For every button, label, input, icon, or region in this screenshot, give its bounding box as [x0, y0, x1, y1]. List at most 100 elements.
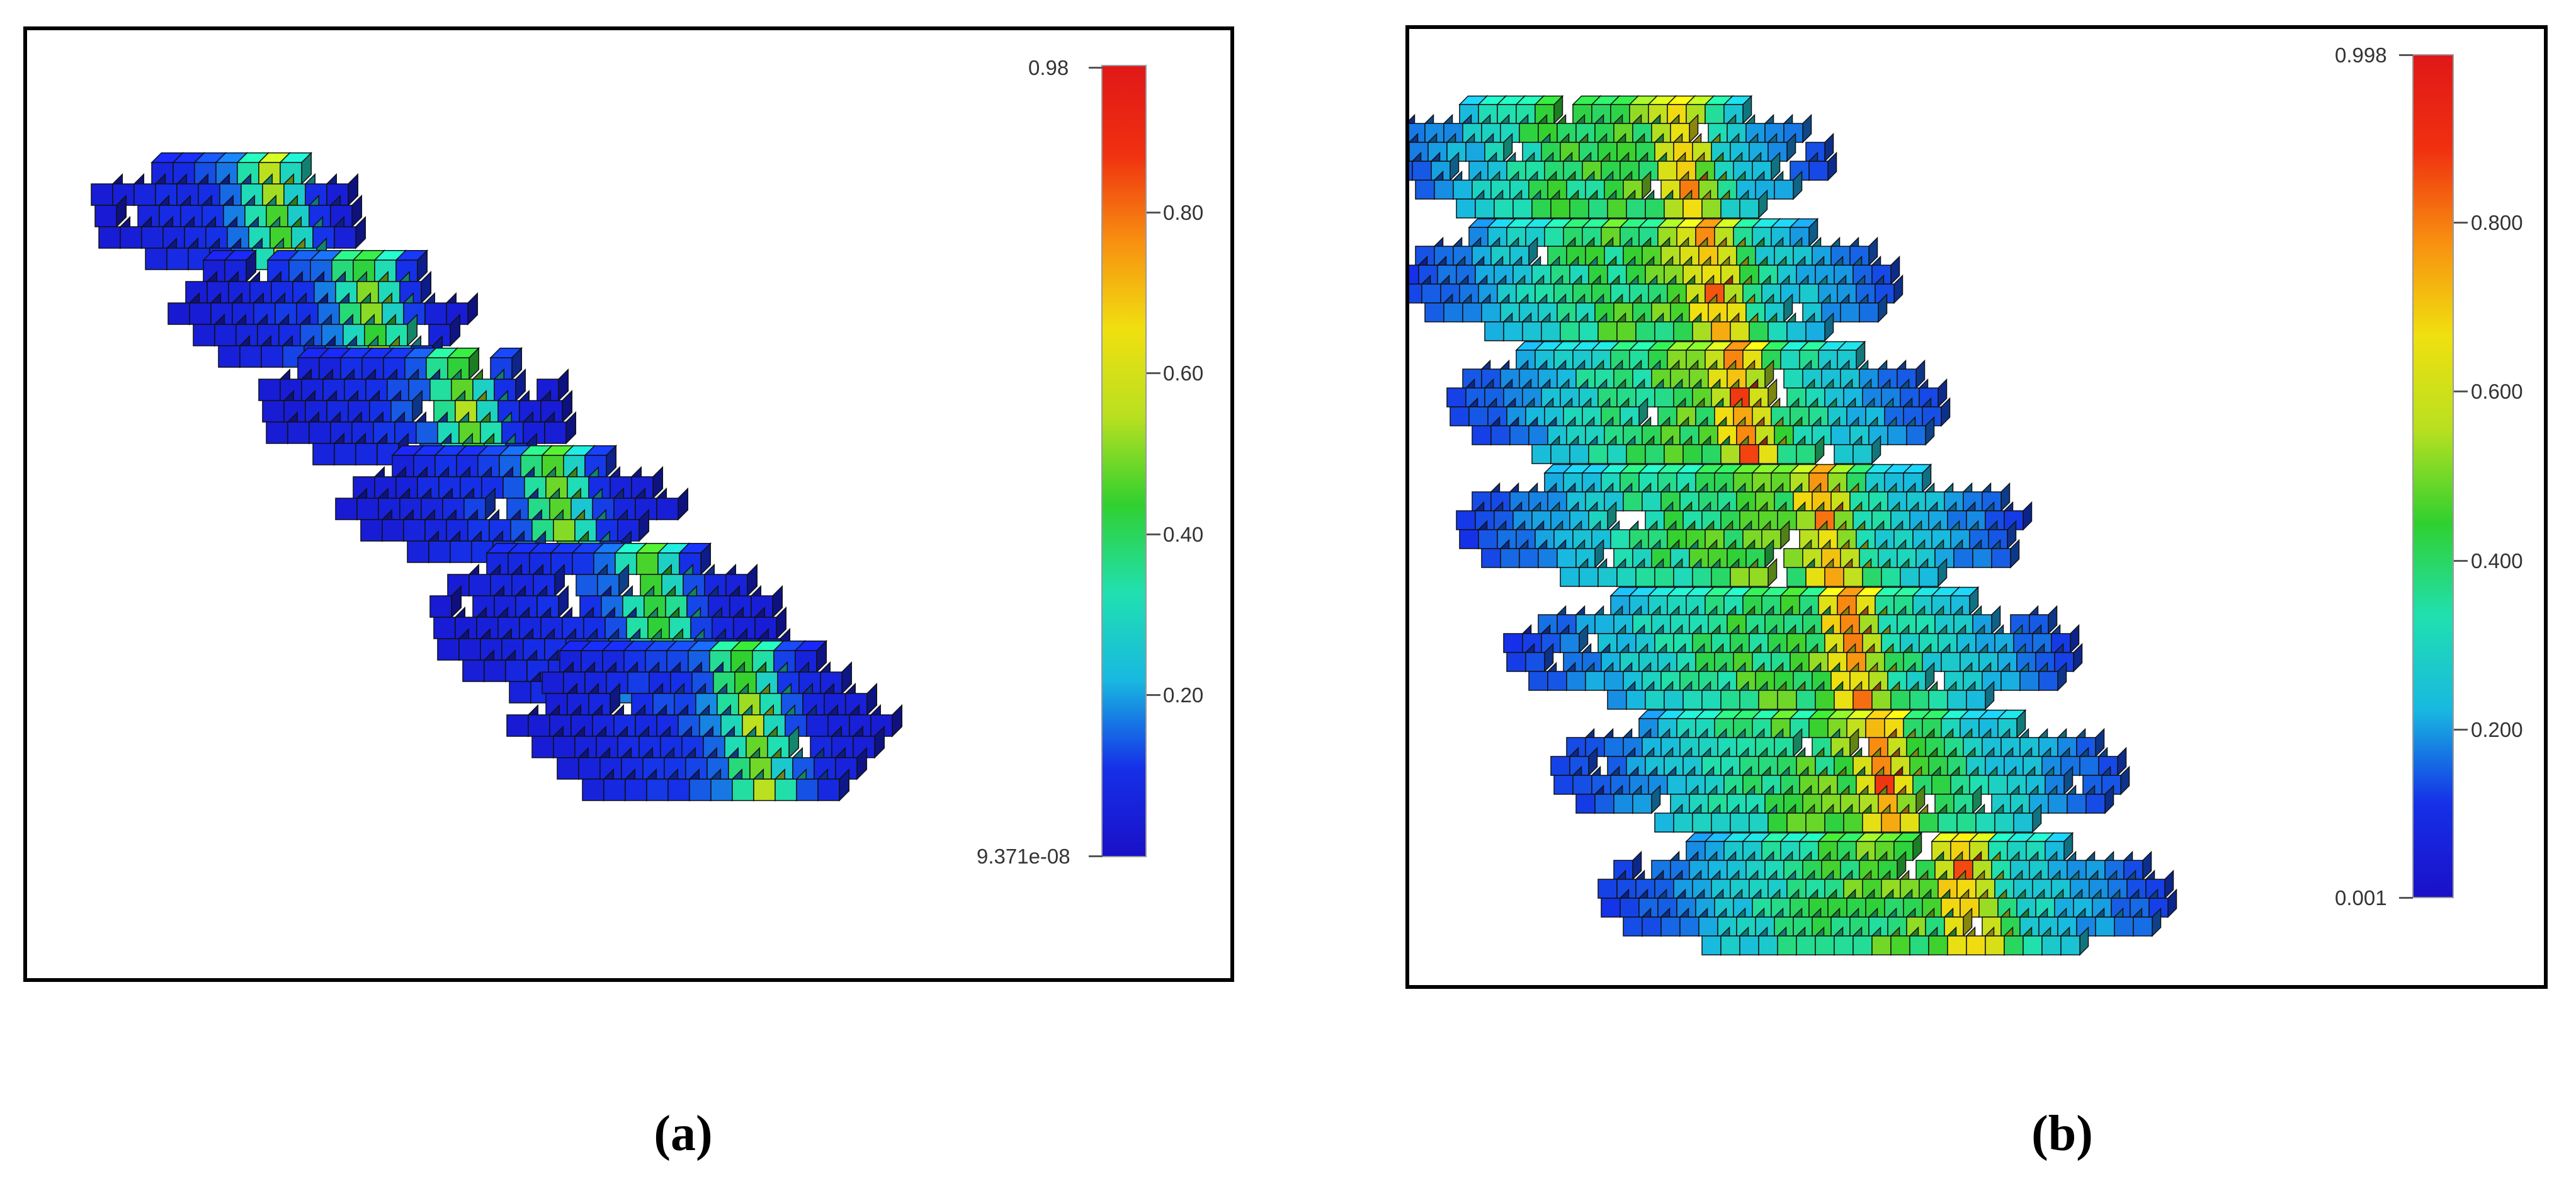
voxel-cell: [1774, 180, 1794, 200]
voxel-cell: [1780, 350, 1800, 370]
voxel-cell: [1472, 425, 1492, 445]
voxel-cell: [1626, 198, 1646, 219]
voxel-cell: [1739, 935, 1759, 955]
voxel-cell: [1588, 198, 1608, 219]
voxel-cell: [447, 357, 470, 380]
voxel-cell: [1610, 529, 1630, 549]
voxel-cell: [1664, 198, 1684, 219]
voxel-cell: [1682, 198, 1703, 219]
voxel-cell: [1673, 812, 1693, 833]
voxel-cell: [1654, 321, 1674, 341]
voxel-cell: [1761, 529, 1781, 549]
voxel-cell: [1796, 510, 1816, 530]
voxel-cell: [287, 421, 310, 444]
colorbar-tick-label-b: 0.200: [2471, 717, 2523, 741]
voxel-cell: [1777, 935, 1797, 955]
voxel-cell: [1645, 690, 1665, 710]
voxel-cell: [1733, 227, 1753, 247]
voxel-cell: [1613, 794, 1633, 814]
voxel-cell: [1739, 690, 1759, 710]
voxel-cell: [2095, 916, 2115, 937]
voxel-cell: [578, 757, 601, 780]
voxel-cell: [579, 595, 602, 618]
voxel-cell: [1550, 198, 1570, 219]
voxel-cell: [1739, 444, 1759, 464]
voxel-cell: [1808, 718, 1829, 738]
voxel-cell: [1481, 123, 1501, 143]
colorbar-tick-label-b: 0.800: [2471, 210, 2523, 234]
voxel-cell: [1720, 444, 1740, 464]
voxel-cell: [1947, 690, 1967, 710]
voxel-cell: [1626, 690, 1646, 710]
voxel-cell: [1503, 633, 1523, 653]
voxel-cell: [1575, 794, 1596, 814]
colorbar-tick-label-a: 0.60: [1163, 362, 1204, 385]
voxel-cell: [433, 617, 456, 639]
voxel-cell: [656, 498, 679, 520]
voxel-cell: [1720, 690, 1740, 710]
voxel-cell: [2038, 671, 2058, 691]
voxel-cell: [1446, 387, 1467, 408]
voxel-cell: [2004, 935, 2024, 955]
voxel-cell: [1569, 198, 1589, 219]
voxel-cell: [1749, 567, 1769, 587]
voxel-cell: [1802, 113, 1812, 144]
voxel-cell: [1834, 690, 1854, 710]
voxel-cell: [429, 595, 452, 618]
colorbar-min-tick-b: [2399, 897, 2413, 899]
voxel-cell: [1931, 775, 1951, 795]
voxel-cell: [1579, 321, 1599, 341]
voxel-cell: [1484, 321, 1504, 341]
voxel-cell: [258, 379, 281, 401]
voxel-cell: [1928, 690, 1948, 710]
voxel-cell: [1487, 161, 1507, 181]
voxel-cell: [1654, 387, 1674, 408]
voxel-cell: [1553, 775, 1574, 795]
voxel-cell: [1607, 690, 1627, 710]
voxel-cell: [1566, 671, 1586, 691]
voxel-cell: [1560, 633, 1580, 653]
caption-b: (b): [2031, 1106, 2093, 1161]
voxel-cell: [378, 498, 400, 520]
voxel-cell: [218, 345, 241, 368]
voxel-cell: [468, 574, 491, 596]
voxel-cell: [1623, 491, 1643, 511]
voxel-cell: [1560, 321, 1580, 341]
voxel-cell: [1616, 567, 1637, 587]
voxel-cell: [1610, 595, 1630, 615]
voxel-cell: [1535, 529, 1555, 549]
panel-a: 0.98 9.371e-08 0.80 0.60 0.40 0.20: [23, 26, 1234, 982]
voxel-cell: [1528, 425, 1548, 445]
voxel-cell: [467, 292, 479, 326]
voxel-cell: [1478, 529, 1498, 549]
colorbar-min-tick-a: [1089, 855, 1103, 857]
voxel-cell: [1698, 916, 1718, 937]
voxel-cell: [1604, 671, 1624, 691]
voxel-cell: [1711, 812, 1731, 833]
voxel-cell: [2023, 501, 2033, 531]
voxel-cell: [1597, 567, 1618, 587]
voxel-cell: [1865, 472, 1885, 493]
voxel-cell: [625, 778, 647, 801]
voxel-cell: [1881, 567, 1901, 587]
voxel-cell: [1941, 898, 1961, 918]
voxel-cell: [631, 476, 654, 499]
voxel-cell: [266, 421, 288, 444]
voxel-cell: [505, 659, 528, 682]
voxel-cell: [145, 248, 167, 270]
voxel-cell: [572, 552, 594, 575]
colorbar-max-label-b: 0.998: [2335, 43, 2387, 67]
voxel-cell: [1632, 794, 1652, 814]
colorbar-max-label-a: 0.98: [1028, 56, 1069, 79]
voxel-cell: [664, 757, 686, 780]
voxel-cell: [1450, 406, 1470, 426]
voxel-render-a: [91, 151, 903, 802]
voxel-cell: [509, 681, 531, 704]
voxel-cell: [1572, 775, 1592, 795]
voxel-cell: [1481, 302, 1501, 322]
voxel-cell: [576, 574, 598, 596]
voxel-cell: [1853, 690, 1873, 710]
colorbar-min-label-a: 9.371e-08: [977, 845, 1070, 868]
voxel-cell: [2004, 510, 2024, 530]
voxel-cell: [1541, 321, 1561, 341]
